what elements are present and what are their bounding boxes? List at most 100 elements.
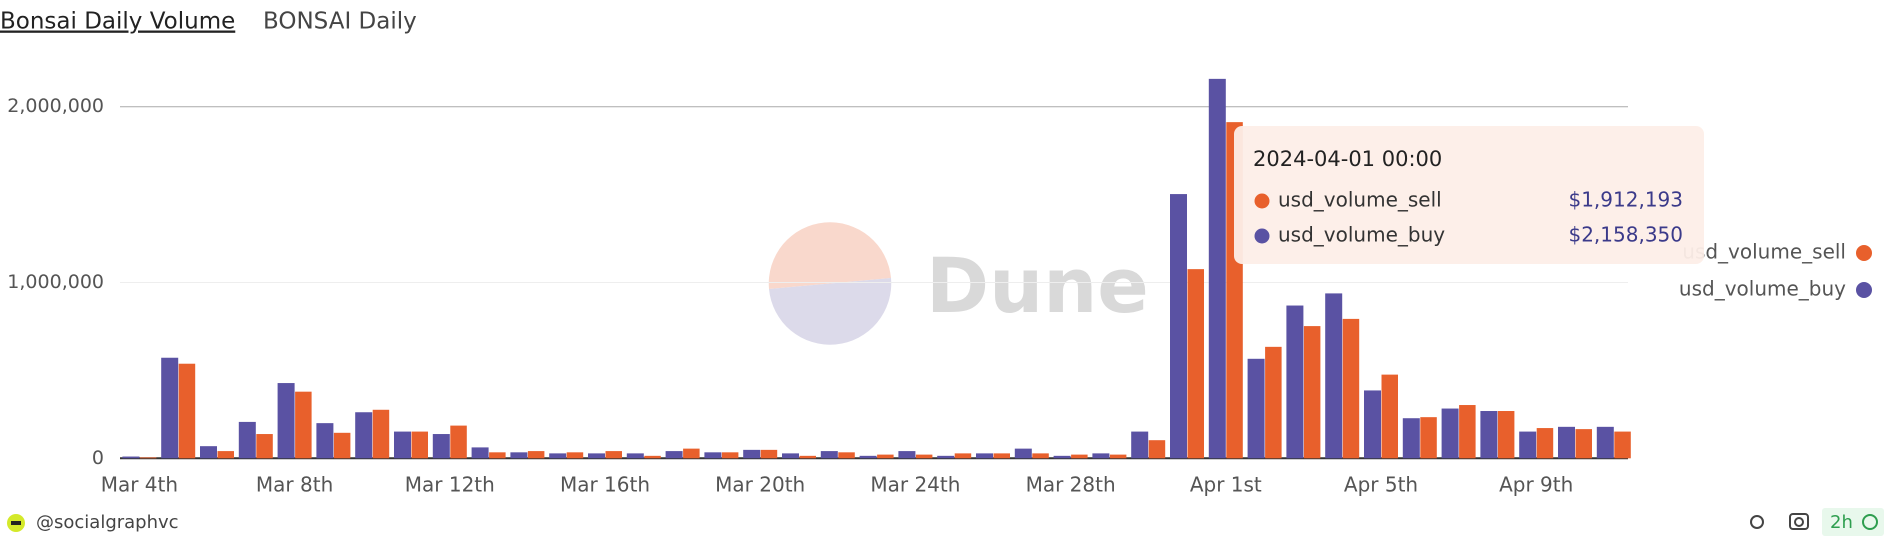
bar: [820, 451, 838, 459]
author-avatar: [11, 521, 21, 525]
bar: [217, 451, 234, 459]
author[interactable]: @socialgraphvc: [36, 512, 179, 533]
bar: [626, 453, 644, 459]
bar: [1053, 455, 1071, 459]
bar: [1109, 454, 1127, 459]
refresh-icon[interactable]: [1750, 515, 1764, 529]
bar: [139, 457, 157, 459]
tooltip-value: $2,158,350: [1568, 223, 1683, 247]
bar: [1381, 374, 1398, 459]
bar: [333, 432, 351, 459]
bar: [605, 451, 622, 459]
age-check: [1862, 514, 1878, 530]
bar: [372, 409, 390, 459]
watermark-text: Dune: [926, 241, 1149, 330]
watermark-logo: [769, 278, 892, 345]
tooltip: 2024-04-01 00:00 usd_volume_sell $1,912,19…: [1234, 126, 1704, 264]
bar: [877, 454, 894, 459]
bar: [993, 453, 1010, 459]
bar: [1286, 305, 1304, 459]
bar: [1170, 194, 1187, 459]
x-tick-label: Mar 24th: [870, 473, 960, 497]
bar: [743, 449, 761, 459]
watermark-logo: [768, 222, 891, 289]
bar: [355, 412, 373, 459]
bar: [838, 452, 855, 459]
tooltip-box: [1234, 126, 1704, 264]
chart-title[interactable]: Bonsai Daily Volume: [0, 9, 235, 35]
bar: [1558, 426, 1575, 459]
bar: [394, 431, 411, 459]
tooltip-marker: [1254, 228, 1270, 244]
bar: [510, 452, 528, 459]
bar: [1480, 411, 1498, 459]
bar: [1014, 448, 1032, 459]
bar: [937, 455, 955, 459]
bar: [238, 421, 256, 459]
bar: [976, 453, 993, 459]
tooltip-series: usd_volume_sell: [1278, 188, 1442, 212]
bar: [760, 449, 778, 459]
bar: [450, 425, 467, 459]
legend-marker[interactable]: [1856, 282, 1872, 298]
x-tick-label: Mar 8th: [256, 473, 333, 497]
bar: [178, 363, 196, 459]
bar: [1536, 428, 1554, 459]
bar: [1519, 431, 1537, 459]
bar: [489, 452, 506, 459]
bar: [277, 383, 295, 459]
bar: [1402, 418, 1420, 459]
bar: [1247, 358, 1265, 459]
bar: [704, 452, 722, 459]
legend-label[interactable]: usd_volume_sell: [1682, 240, 1846, 264]
legend-label[interactable]: usd_volume_buy: [1679, 277, 1846, 301]
bar: [316, 423, 334, 459]
bar: [1459, 405, 1476, 459]
x-tick-label: Apr 1st: [1190, 473, 1262, 497]
bar: [1575, 429, 1592, 459]
tooltip-marker: [1254, 193, 1270, 209]
x-tick-label: Mar 20th: [715, 473, 805, 497]
bar: [1265, 346, 1282, 459]
camera-icon: [1794, 517, 1804, 527]
bar: [1614, 431, 1631, 459]
y-tick-label: 0: [92, 447, 104, 469]
bar: [1303, 326, 1321, 459]
legend-marker[interactable]: [1856, 245, 1872, 261]
bar: [799, 455, 816, 459]
tooltip-series: usd_volume_buy: [1278, 223, 1445, 247]
bar: [683, 448, 700, 459]
x-tick-label: Mar 16th: [560, 473, 650, 497]
bar: [1342, 318, 1360, 459]
bar: [432, 434, 450, 459]
bar: [1131, 431, 1149, 459]
bar: [898, 451, 916, 459]
footer-icons: 2h: [1750, 508, 1884, 536]
bar: [1208, 78, 1226, 459]
bar: [954, 453, 972, 459]
bar: [549, 453, 567, 459]
x-tick-label: Mar 4th: [101, 473, 178, 497]
bar: [527, 451, 545, 459]
y-tick-label: 2,000,000: [7, 95, 104, 117]
bar: [1187, 269, 1204, 459]
chart-subtitle: BONSAI Daily: [263, 9, 417, 35]
bar: [566, 452, 584, 459]
bar: [588, 453, 605, 459]
bar: [1420, 417, 1437, 459]
bar: [721, 452, 739, 459]
tooltip-value: $1,912,193: [1568, 188, 1683, 212]
camera-icon[interactable]: [1789, 513, 1809, 530]
bar: [1364, 390, 1381, 459]
bar: [1071, 454, 1088, 459]
bar: [782, 453, 799, 459]
bar: [644, 455, 661, 459]
bar: [256, 434, 273, 459]
bar: [859, 455, 877, 459]
watermark: Dune: [768, 222, 1149, 345]
bar: [915, 454, 933, 459]
bar: [411, 431, 428, 459]
tooltip-title: 2024-04-01 00:00: [1253, 147, 1442, 171]
